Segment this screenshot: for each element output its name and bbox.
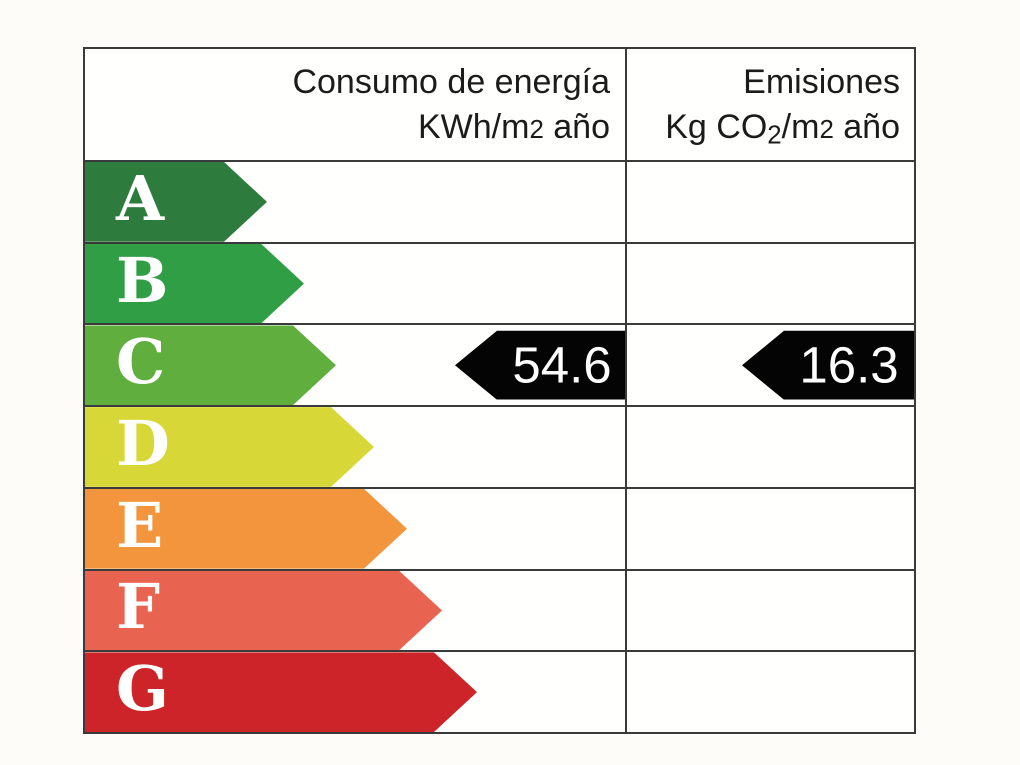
emisiones-value: 16.3 [799, 336, 899, 394]
rating-arrow-e: E [85, 489, 407, 569]
emisiones-cell-e [627, 489, 914, 569]
consumo-cell-a: A [85, 162, 627, 242]
header-consumo-unit: KWh/m2 año [85, 105, 610, 153]
emisiones-cell-b [627, 244, 914, 324]
emisiones-cell-g [627, 652, 914, 732]
emisiones-unit-subscript: 2 [767, 121, 782, 150]
rating-arrow-f: F [85, 571, 442, 651]
rating-arrow-g: G [85, 652, 477, 732]
rating-row-d: D [85, 405, 914, 487]
rating-rows: A B C 54.6 16.3 D E F G [85, 160, 914, 732]
rating-arrow-d: D [85, 407, 374, 487]
table-header: Consumo de energía KWh/m2 año Emisiones … [85, 49, 914, 160]
consumo-unit-pre: KWh/m [417, 108, 530, 146]
rating-letter-c: C [116, 325, 166, 399]
emisiones-unit-post: año [833, 108, 900, 146]
consumo-value-arrow: 54.6 [455, 330, 627, 400]
rating-arrow-a: A [85, 162, 267, 242]
rating-letter-e: E [116, 488, 164, 562]
emisiones-cell-c: 16.3 [627, 325, 914, 405]
rating-letter-f: F [116, 570, 161, 644]
rating-table: Consumo de energía KWh/m2 año Emisiones … [83, 47, 916, 734]
header-emisiones-title: Emisiones [743, 63, 900, 101]
rating-arrow-b: B [85, 244, 304, 324]
header-emisiones: Emisiones Kg CO2/m2 año [627, 49, 914, 160]
consumo-cell-e: E [85, 489, 627, 569]
consumo-cell-g: G [85, 652, 627, 732]
rating-row-e: E [85, 486, 914, 569]
consumo-value: 54.6 [512, 336, 612, 394]
emisiones-cell-d [627, 407, 914, 487]
rating-row-g: G [85, 650, 914, 732]
rating-row-c: C 54.6 16.3 [85, 323, 914, 405]
rating-row-f: F [85, 568, 914, 651]
header-consumo: Consumo de energía KWh/m2 año [85, 49, 627, 160]
emisiones-unit-exponent: 2 [819, 116, 834, 144]
rating-letter-b: B [116, 243, 169, 317]
emisiones-unit-pre: Kg CO [665, 108, 768, 146]
rating-row-b: B [85, 241, 914, 324]
rating-letter-a: A [116, 161, 165, 235]
rating-letter-g: G [116, 652, 169, 726]
emisiones-cell-f [627, 571, 914, 651]
header-consumo-title: Consumo de energía [292, 63, 610, 101]
consumo-unit-post: año [543, 108, 610, 146]
consumo-cell-f: F [85, 571, 627, 651]
consumo-unit-exponent: 2 [529, 116, 544, 144]
column-divider [625, 49, 627, 732]
emisiones-unit-mid: /m [781, 108, 820, 146]
consumo-cell-b: B [85, 244, 627, 324]
consumo-cell-d: D [85, 407, 627, 487]
consumo-cell-c: C 54.6 [85, 325, 627, 405]
rating-arrow-c: C [85, 325, 336, 405]
header-emisiones-unit: Kg CO2/m2 año [627, 105, 900, 159]
rating-row-a: A [85, 160, 914, 242]
emisiones-value-arrow: 16.3 [742, 330, 914, 400]
emisiones-cell-a [627, 162, 914, 242]
rating-letter-d: D [116, 407, 170, 481]
